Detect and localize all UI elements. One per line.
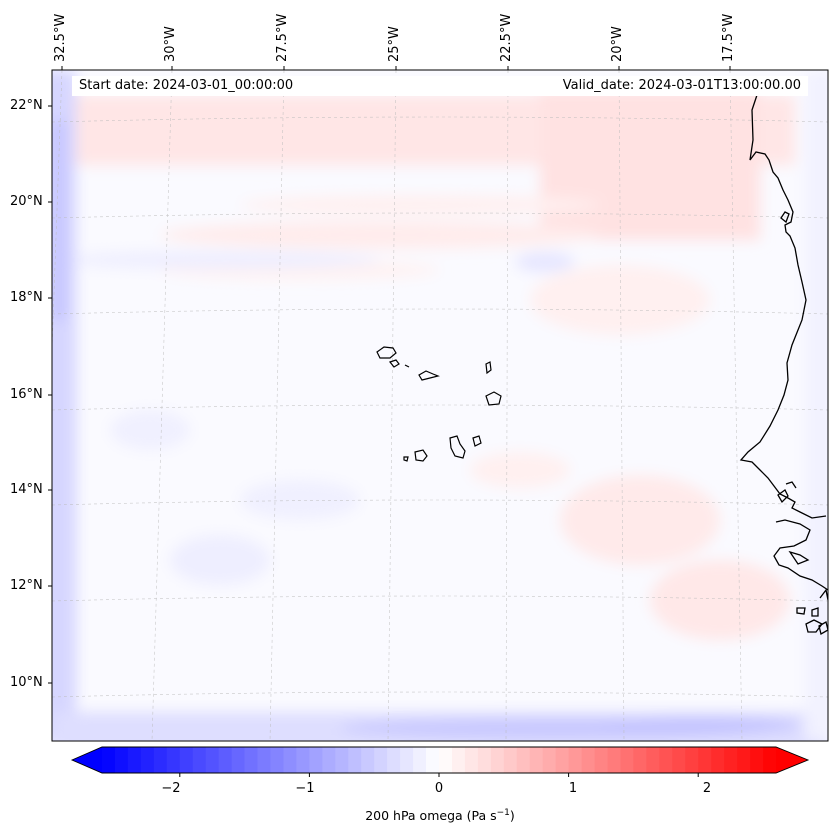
lat-label-18n: 18°N: [10, 290, 43, 305]
map-frame: [51, 69, 829, 742]
lon-label-20w: 20°W: [610, 26, 625, 62]
cape-verde-islands: [376, 346, 502, 462]
graticule: [52, 70, 828, 741]
omega-field: [52, 70, 828, 741]
colorbar-tick-1: 1: [568, 781, 578, 796]
lon-label-30w: 30°W: [163, 26, 178, 62]
lat-label-10n: 10°N: [10, 675, 43, 690]
island-maio: [472, 435, 482, 447]
island-sao-nicolau: [418, 370, 440, 381]
island-santiago: [449, 435, 466, 459]
lat-label-14n: 14°N: [10, 482, 43, 497]
colorbar-tick-neg2: −2: [161, 781, 181, 796]
start-date-label: Start date: 2024-03-01_00:00:00: [79, 78, 294, 93]
lat-label-20n: 20°N: [10, 194, 43, 209]
header-band: [72, 76, 808, 96]
colorbar-title-main: 200 hPa omega (Pa s: [365, 808, 497, 824]
island-santa-luzia: [404, 364, 410, 368]
island-fogo: [414, 449, 428, 462]
island-sao-vicente: [388, 359, 400, 368]
colorbar-title: 200 hPa omega (Pa s−1): [365, 808, 515, 823]
island-boa-vista: [485, 391, 502, 406]
lat-label-16n: 16°N: [10, 387, 43, 402]
lat-label-22n: 22°N: [10, 98, 43, 113]
colorbar-tick-2: 2: [702, 781, 712, 796]
lon-label-27-5w: 27.5°W: [275, 13, 290, 62]
valid-date-label: Valid_date: 2024-03-01T13:00:00.00: [562, 78, 801, 93]
african-coastline: [739, 94, 828, 635]
axis-ticks: [48, 66, 731, 684]
colorbar-title-close: ): [509, 808, 515, 824]
island-santo-antao: [376, 346, 397, 359]
lon-label-22-5w: 22.5°W: [499, 13, 514, 62]
colorbar-tick-0: 0: [434, 781, 444, 796]
colorbar-tick-neg1: −1: [295, 781, 315, 796]
island-sal: [485, 361, 492, 375]
lon-label-25w: 25°W: [387, 26, 402, 62]
lon-label-17-5w: 17.5°W: [721, 13, 736, 62]
island-brava: [403, 456, 409, 462]
colorbar-title-exponent: −1: [496, 808, 510, 818]
lat-label-12n: 12°N: [10, 578, 43, 593]
lon-label-32-5w: 32.5°W: [53, 13, 68, 62]
